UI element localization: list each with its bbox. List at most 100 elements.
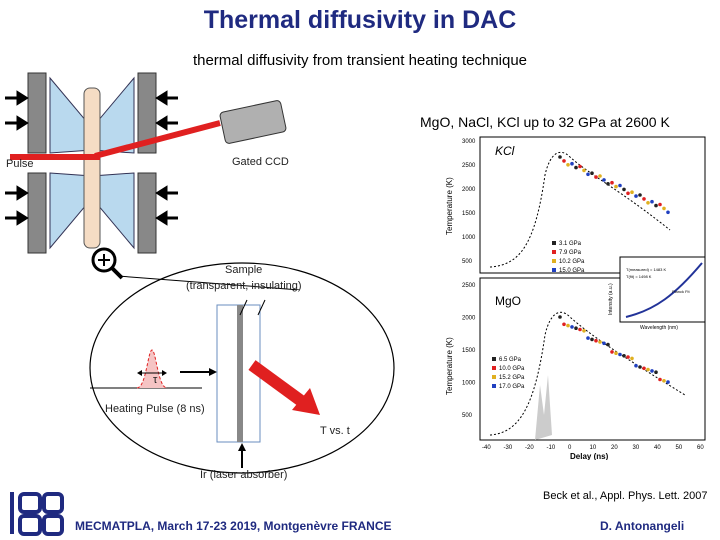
data-point — [646, 367, 650, 372]
footer-conference: MECMATPLA, March 17-23 2019, Montgenèvre… — [75, 519, 392, 533]
absorber-label: Ir (laser absorber) — [200, 469, 288, 481]
legend-entry: 6.5 GPa — [499, 357, 522, 363]
slide-subtitle: thermal diffusivity from transient heati… — [192, 52, 528, 69]
xtick-label: 50 — [676, 445, 683, 451]
ytick-label: 1000 — [462, 381, 476, 387]
force-arrows — [5, 90, 178, 226]
laser-beam — [10, 154, 100, 160]
data-point — [602, 341, 606, 346]
sample-label: Sample — [225, 264, 263, 276]
data-point — [662, 206, 666, 211]
ytick-label: 1000 — [462, 235, 476, 241]
data-point — [598, 340, 602, 344]
data-point — [646, 201, 650, 205]
data-point — [586, 336, 590, 340]
data-point — [586, 172, 590, 177]
data-point — [574, 165, 578, 170]
tau-label: τ — [153, 374, 158, 386]
left-lower-block — [27, 172, 47, 254]
legend-entry: 10.0 GPa — [499, 366, 525, 372]
gated-ccd-label: Gated CCD — [232, 156, 289, 168]
legend-marker — [492, 375, 496, 379]
gasket — [83, 87, 101, 249]
right-lower-block — [137, 172, 157, 254]
data-point — [558, 155, 562, 159]
inset-t-measured: T(measured) = 1483 K — [626, 267, 666, 272]
data-point — [658, 202, 662, 207]
ytick-label: 2000 — [462, 187, 476, 193]
data-point — [610, 180, 614, 185]
data-point — [622, 354, 626, 358]
data-point — [582, 168, 586, 173]
slide-title: Thermal diffusivity in DAC — [203, 6, 517, 34]
data-point — [618, 352, 622, 357]
right-upper-block — [137, 72, 157, 154]
data-point — [638, 193, 642, 197]
footer-author: D. Antonangeli — [600, 519, 685, 533]
heating-pulse-label: Heating Pulse (8 ns) — [105, 403, 205, 415]
data-point — [594, 338, 598, 343]
data-point — [578, 327, 582, 332]
legend-entry: 15.2 GPa — [499, 375, 525, 381]
mgo-ylabel: Temperature (K) — [445, 337, 454, 395]
ytick-label: 3000 — [462, 139, 476, 145]
xtick-label: 0 — [568, 445, 572, 451]
data-point — [594, 175, 598, 179]
data-point — [626, 355, 630, 359]
heating-pulse-curve — [136, 349, 168, 389]
xtick-label: -20 — [525, 445, 534, 451]
data-point — [566, 163, 570, 167]
data-point — [562, 159, 566, 163]
ytick-label: 1500 — [462, 348, 476, 354]
conditions-text: MgO, NaCl, KCl up to 32 GPa at 2600 K — [420, 114, 670, 130]
data-point — [666, 380, 670, 384]
legend-marker — [552, 250, 556, 254]
data-point — [606, 342, 610, 347]
sample-detail-label: (transparent, insulating) — [186, 280, 302, 292]
mgo-pulse-shape — [535, 375, 552, 440]
data-point — [630, 356, 634, 361]
xtick-label: 10 — [590, 445, 597, 451]
xtick-label: 40 — [654, 445, 661, 451]
kcl-ylabel: Temperature (K) — [445, 177, 454, 235]
data-point — [566, 323, 570, 328]
data-point — [614, 184, 618, 189]
legend-marker — [492, 384, 496, 388]
inset-ylabel: Intensity (a.u.) — [608, 283, 614, 315]
inset-legend: Planck Fit — [672, 289, 690, 294]
data-point — [634, 363, 638, 368]
ytick-label: 2000 — [462, 316, 476, 322]
reference-citation: Beck et al., Appl. Phys. Lett. 2007 — [543, 490, 708, 502]
data-point — [638, 365, 642, 369]
data-point — [614, 351, 618, 355]
data-point — [650, 199, 654, 204]
left-upper-block — [27, 72, 47, 154]
data-point — [622, 187, 626, 192]
ytick-label: 500 — [462, 259, 473, 265]
data-point — [598, 174, 602, 178]
t-vs-t-label: T vs. t — [320, 425, 350, 437]
data-point — [570, 325, 574, 329]
dac-schematic — [5, 72, 300, 290]
xtick-label: 60 — [697, 445, 704, 451]
ccd-camera — [219, 100, 287, 144]
view-ellipse — [89, 262, 395, 474]
legend-entry: 17.0 GPa — [499, 384, 525, 390]
data-point — [574, 326, 578, 330]
legend-entry: 15.0 GPa — [559, 268, 585, 274]
pulse-label: Pulse — [6, 158, 34, 170]
legend-entry: 10.2 GPa — [559, 259, 585, 265]
magnified-view — [89, 262, 395, 474]
ytick-label: 500 — [462, 413, 473, 419]
data-point — [626, 191, 630, 196]
data-point — [558, 315, 562, 319]
data-point — [650, 369, 654, 373]
temperature-plots: KCl Temperature (K) 3000 2500 2000 1500 1000… — [445, 136, 706, 460]
inset-xlabel: Wavelength (nm) — [640, 325, 678, 331]
data-point — [602, 178, 606, 182]
data-point — [634, 194, 638, 198]
data-point — [642, 366, 646, 371]
impmc-logo — [10, 492, 64, 536]
data-point — [562, 322, 566, 327]
spectrum-inset — [619, 256, 706, 323]
